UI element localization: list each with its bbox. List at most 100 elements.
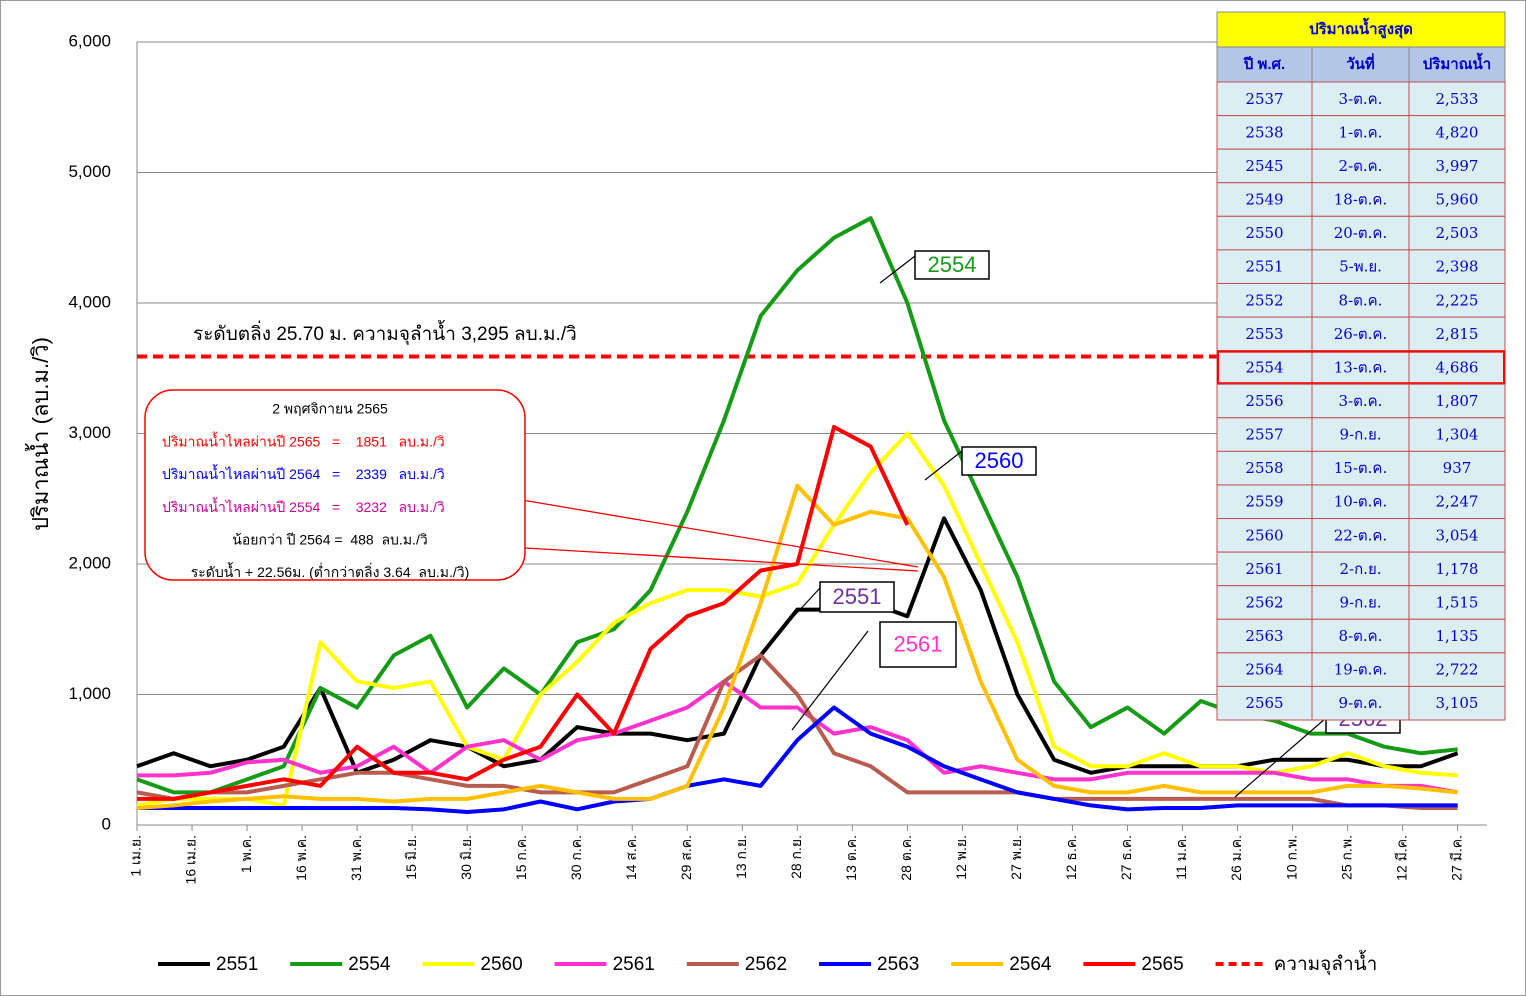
table-cell-text: 8-ต.ค.	[1339, 291, 1383, 309]
note-leader	[524, 547, 919, 572]
table-highlight	[1217, 350, 1505, 385]
table-cell-text: 4,820	[1436, 123, 1479, 141]
table-cell-text: 1,304	[1436, 426, 1479, 444]
table-cell-text: 2557	[1245, 426, 1283, 444]
x-tick-label: 12 พ.ย.	[953, 835, 969, 880]
table-cell	[1216, 182, 1313, 217]
x-tick-label: 27 พ.ย.	[1008, 835, 1024, 880]
x-tick-label: 10 ก.พ.	[1283, 835, 1299, 880]
table-cell-text: 19-ต.ค.	[1334, 661, 1387, 679]
table-cell-text: 2552	[1245, 291, 1283, 309]
table-cell-text: 1-ต.ค.	[1339, 123, 1383, 141]
table-cell	[1311, 81, 1410, 117]
table-cell-text: 9-ก.ย.	[1339, 593, 1381, 611]
table-cell-text: 2-ต.ค.	[1339, 157, 1383, 175]
table-cell	[1408, 282, 1506, 318]
series-line	[137, 705, 1458, 814]
table-cell-text: 2545	[1245, 157, 1283, 175]
table-cell	[1311, 383, 1410, 419]
table-cell-text: 1,135	[1436, 627, 1479, 645]
table-cell-text: 3,054	[1436, 526, 1479, 544]
table-cell-text: 937	[1443, 459, 1472, 477]
table-cell	[1408, 450, 1506, 486]
y-tick-label: 4,000	[68, 292, 111, 311]
note-line: น้อยกว่า ปี 2564 = 488 ลบ.ม./วิ	[232, 532, 427, 548]
note-leader	[521, 499, 919, 568]
table-cell	[1311, 417, 1410, 452]
label-box	[961, 446, 1037, 476]
table-cell-text: 2,722	[1436, 661, 1479, 679]
table-cell	[1216, 148, 1313, 184]
table-cell	[1311, 115, 1410, 150]
table-cell	[1216, 450, 1313, 486]
table-cell-text: 3-ต.ค.	[1339, 392, 1383, 410]
x-tick-label: 13 ต.ค.	[843, 835, 859, 881]
y-tick-label: 6,000	[68, 31, 111, 50]
legend-label: 2565	[1141, 954, 1183, 975]
legend-label: 2563	[877, 954, 919, 975]
x-tick-label: 29 ส.ค.	[678, 835, 694, 880]
table-cell-text: 2551	[1245, 258, 1283, 276]
table-cell	[1216, 685, 1313, 721]
x-tick-label: 26 ม.ค.	[1228, 835, 1244, 881]
table-cell-text: 2561	[1245, 560, 1283, 578]
table-cell	[1216, 383, 1313, 419]
table-cell-text: 2,815	[1436, 325, 1479, 343]
x-tick-label: 16 พ.ค.	[293, 835, 309, 881]
label-box	[914, 250, 990, 280]
x-tick-label: 1 พ.ค.	[238, 835, 254, 873]
table-cell-text: 2,533	[1436, 90, 1479, 108]
threshold-label: ระดับตลิ่ง 25.70 ม. ความจุลำน้ำ 3,295 ลบ…	[193, 320, 577, 346]
table-cell	[1408, 652, 1506, 687]
table-cell-text: 2563	[1245, 627, 1283, 645]
series-line	[136, 483, 1458, 811]
table-header-cell	[1408, 46, 1506, 83]
note-box	[144, 389, 526, 581]
note-line: ปริมาณน้ำไหลผ่านปี 2564 = 2339 ลบ.ม./วิ	[162, 464, 445, 482]
table-cell	[1408, 316, 1506, 352]
x-tick-label: 12 ธ.ค.	[1063, 835, 1079, 880]
table-cell-text: 5,960	[1436, 191, 1479, 209]
x-tick-label: 30 ก.ค.	[568, 835, 584, 880]
legend-label: ความจุลำน้ำ	[1274, 950, 1378, 976]
y-tick-label: 2,000	[68, 553, 111, 572]
table-cell-text: 10-ต.ค.	[1334, 493, 1387, 511]
table-cell-text: 8-ต.ค.	[1339, 627, 1383, 645]
y-tick-label: 1,000	[68, 684, 111, 703]
table-cell-text: 2550	[1245, 224, 1283, 242]
table-cell	[1408, 383, 1506, 419]
table-cell-text: 2554	[1245, 358, 1283, 376]
label-leader	[794, 587, 821, 616]
x-tick-label: 15 มิ.ย.	[403, 835, 419, 880]
table-cell-text: 2565	[1245, 694, 1283, 712]
table-cell-text: 2556	[1245, 392, 1283, 410]
legend-label: 2562	[745, 954, 787, 975]
table-cell-text: 2,225	[1436, 291, 1479, 309]
series-label: 2560	[975, 448, 1024, 473]
series-line	[136, 431, 1458, 808]
table-cell	[1408, 215, 1506, 251]
table-cell	[1311, 484, 1410, 520]
table-cell-text: 20-ต.ค.	[1334, 224, 1387, 242]
series-label: 2551	[833, 584, 882, 609]
legend-label: 2564	[1009, 954, 1052, 975]
table-cell	[1408, 618, 1506, 654]
table-cell	[1216, 518, 1313, 553]
label-leader	[924, 450, 963, 481]
table-cell	[1216, 249, 1313, 284]
table-cell-text: 9-ก.ย.	[1339, 426, 1381, 444]
x-tick-label: 31 พ.ค.	[348, 835, 364, 881]
table-cell-text: 2559	[1245, 493, 1283, 511]
table-cell	[1408, 518, 1506, 553]
series-label: 2554	[928, 252, 977, 277]
table-cell-text: 2-ก.ย.	[1339, 560, 1381, 578]
x-tick-label: 30 มิ.ย.	[458, 835, 474, 880]
series-line	[136, 653, 1458, 811]
table-cell	[1311, 350, 1410, 385]
x-tick-label: 16 เม.ย.	[183, 835, 199, 884]
label-leader	[1234, 717, 1327, 798]
table-cell	[1216, 417, 1313, 452]
note-line: ระดับน้ำ + 22.56ม. (ต่ำกว่าตลิ่ง 3.64 ลบ…	[191, 562, 470, 580]
table-cell-text: 3-ต.ค.	[1339, 90, 1383, 108]
